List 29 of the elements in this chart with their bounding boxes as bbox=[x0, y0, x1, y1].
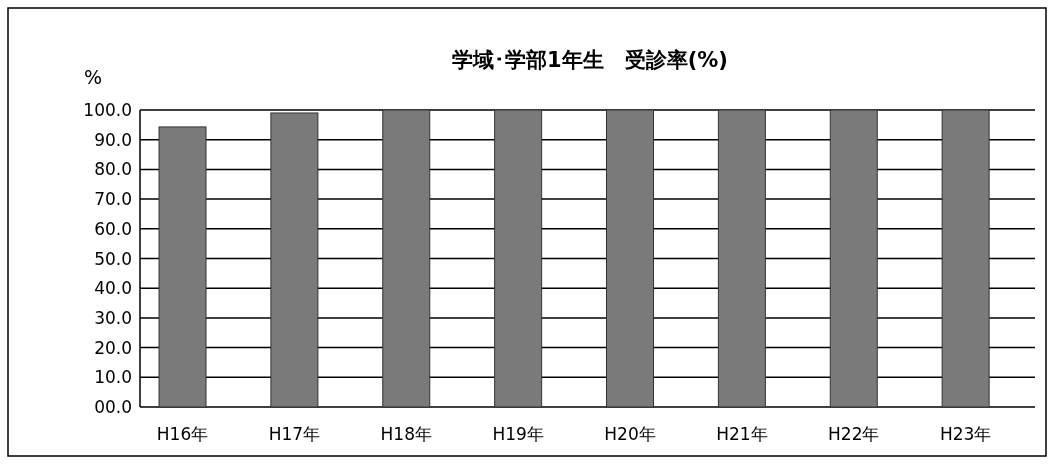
bar bbox=[829, 109, 878, 408]
x-tick-label: H23年 bbox=[939, 424, 992, 444]
bar bbox=[494, 109, 543, 408]
bar bbox=[382, 109, 431, 408]
y-tick-label: 40.0 bbox=[94, 278, 132, 299]
x-tick-label: H21年 bbox=[716, 424, 768, 444]
x-tick-label: H18年 bbox=[380, 424, 432, 444]
y-tick-label: 30.0 bbox=[94, 307, 132, 328]
x-tick-label: H22年 bbox=[828, 424, 880, 444]
y-tick-label: 100.0 bbox=[83, 100, 132, 120]
x-tick-label: H19年 bbox=[492, 424, 544, 444]
bar bbox=[717, 109, 766, 408]
bar bbox=[158, 126, 207, 408]
bar bbox=[606, 109, 655, 408]
y-axis-title: % bbox=[83, 66, 103, 88]
y-tick-label: 60.0 bbox=[94, 218, 132, 239]
chart-title: 学域･学部1年生 受診率(%) bbox=[452, 48, 728, 72]
x-tick-label: H20年 bbox=[604, 424, 656, 444]
bar bbox=[941, 109, 990, 408]
x-tick-label: H16年 bbox=[156, 424, 209, 444]
bar bbox=[270, 112, 319, 408]
y-tick-label: 70.0 bbox=[94, 189, 132, 210]
y-tick-label: 50.0 bbox=[94, 248, 132, 269]
x-tick-label: H17年 bbox=[268, 424, 321, 444]
y-tick-label: 00.0 bbox=[94, 397, 132, 417]
y-tick-label: 90.0 bbox=[94, 129, 132, 150]
y-tick-label: 20.0 bbox=[94, 337, 132, 358]
y-tick-label: 80.0 bbox=[94, 159, 132, 180]
y-tick-label: 10.0 bbox=[94, 367, 132, 388]
